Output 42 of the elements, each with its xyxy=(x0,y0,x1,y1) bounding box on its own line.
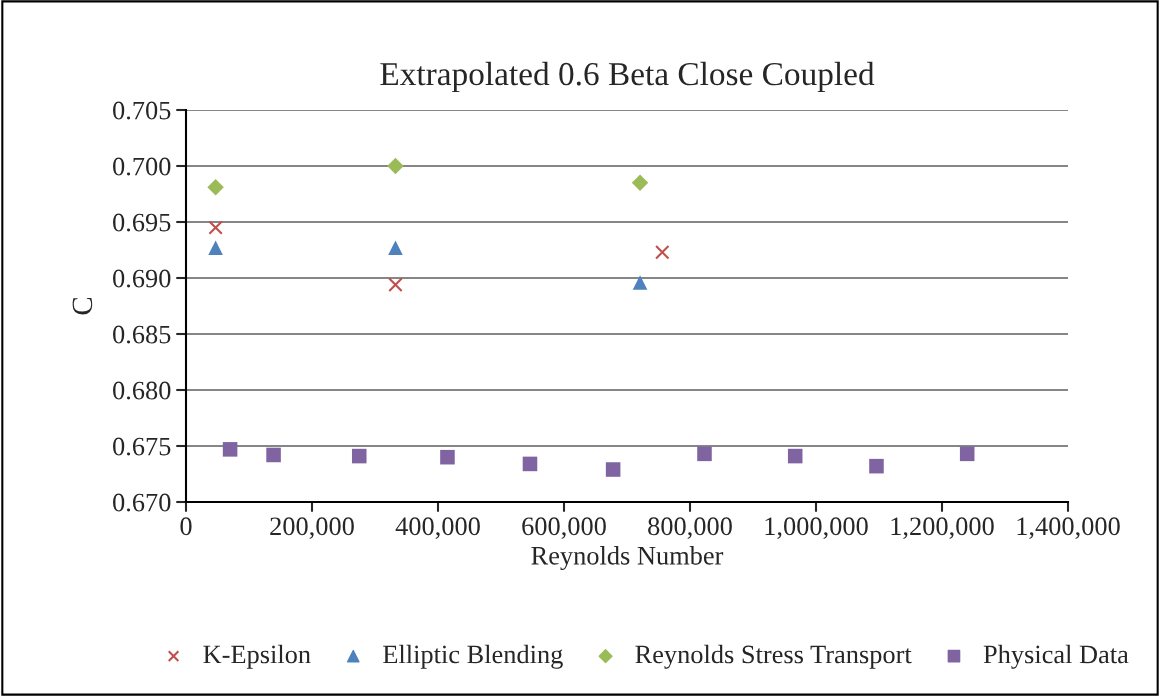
legend-label: Reynolds Stress Transport xyxy=(635,644,912,669)
point xyxy=(959,446,975,462)
point xyxy=(207,179,224,196)
x-tick-label: 1,400,000 xyxy=(1017,517,1120,539)
point xyxy=(631,174,649,192)
y-axis-title: C xyxy=(72,297,93,315)
point xyxy=(266,447,281,463)
point xyxy=(388,240,403,256)
point xyxy=(222,442,238,457)
point xyxy=(387,157,404,175)
point xyxy=(388,277,403,292)
x-tick-label: 1,200,000 xyxy=(891,517,994,539)
x-tick-label: 800,000 xyxy=(648,517,732,539)
y-tick-label: 0.675 xyxy=(113,437,171,456)
x-tick-label: 600,000 xyxy=(522,517,606,539)
point xyxy=(605,462,621,477)
point xyxy=(208,240,223,256)
chart-title: Extrapolated 0.6 Beta Close Coupled xyxy=(380,61,875,93)
point xyxy=(522,456,538,472)
y-tick-label: 0.685 xyxy=(113,325,171,344)
y-tick-label: 0.690 xyxy=(113,269,171,288)
point xyxy=(351,448,367,464)
x-tick-label: 400,000 xyxy=(395,517,480,539)
legend-label: Physical Data xyxy=(983,644,1129,669)
point xyxy=(208,220,223,235)
legend-label: Elliptic Blending xyxy=(383,644,563,669)
point xyxy=(787,448,803,464)
y-tick-label: 0.700 xyxy=(113,157,171,176)
y-tick-label: 0.705 xyxy=(113,101,171,120)
x-tick-label: 0 xyxy=(180,517,192,536)
y-tick-label: 0.680 xyxy=(113,381,171,400)
point xyxy=(655,244,670,260)
x-tick-label: 1,000,000 xyxy=(765,517,868,539)
point xyxy=(697,446,712,462)
x-tick-label: 200,000 xyxy=(270,517,354,539)
point xyxy=(869,458,884,474)
legend-label: K-Epsilon xyxy=(203,644,311,669)
point xyxy=(632,275,648,290)
point xyxy=(440,449,455,465)
y-tick-label: 0.670 xyxy=(113,493,171,512)
y-tick-label: 0.695 xyxy=(113,213,171,232)
x-axis-title: Reynolds Number xyxy=(531,546,724,571)
